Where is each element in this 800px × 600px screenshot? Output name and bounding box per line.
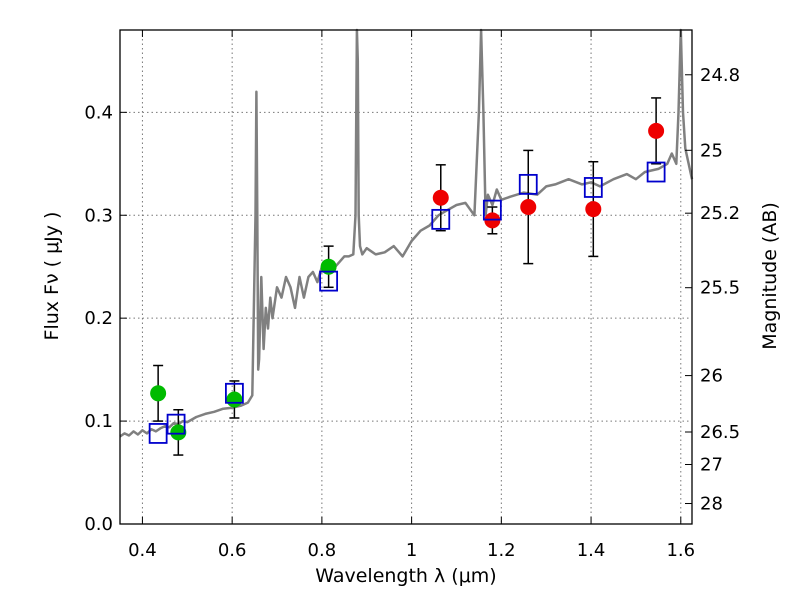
y-right-tick-label: 25.2 xyxy=(700,203,740,224)
nir-point xyxy=(585,201,602,218)
x-tick-label: 0.4 xyxy=(128,540,157,561)
y-tick-label: 0.2 xyxy=(84,308,113,329)
y-tick-label: 0.4 xyxy=(84,102,113,123)
x-tick-label: 1 xyxy=(406,540,417,561)
y-axis-title: Flux Fν ( μJy ) xyxy=(41,212,63,341)
model-square xyxy=(646,161,666,183)
optical-point xyxy=(150,385,167,402)
optical-point xyxy=(170,424,187,441)
y-right-tick-label: 24.8 xyxy=(700,65,740,86)
axes-box xyxy=(119,29,693,525)
x-tick-label: 0.8 xyxy=(308,540,337,561)
points-layer xyxy=(150,122,665,441)
model-square xyxy=(583,177,603,198)
y-tick-label: 0.3 xyxy=(84,205,113,226)
y-right-tick-label: 25.5 xyxy=(700,278,740,299)
y-right-tick-label: 26.5 xyxy=(700,422,740,443)
ticks-layer: 0.4 0.6 0.8 1 1.2 1.4 1.6 0.0 0.1 0.2 0.3 0.4 28 27 26… xyxy=(84,30,740,561)
model-square xyxy=(224,382,244,404)
spectrum-line xyxy=(119,28,694,438)
y-tick-label: 0.1 xyxy=(84,411,113,432)
x-tick-label: 1.6 xyxy=(666,540,695,561)
x-tick-label: 1.2 xyxy=(487,540,516,561)
x-axis-title: Wavelength λ (μm) xyxy=(315,565,496,587)
y-tick-label: 0.0 xyxy=(84,514,113,535)
nir-point xyxy=(648,122,665,139)
y-right-tick-label: 25 xyxy=(700,140,723,161)
x-tick-label: 0.6 xyxy=(218,540,247,561)
model-square xyxy=(482,199,502,221)
spectrum-layer xyxy=(119,28,694,438)
y-right-tick-label: 27 xyxy=(700,455,723,476)
nir-point xyxy=(432,189,449,206)
squares-layer xyxy=(148,161,666,444)
grid xyxy=(120,30,692,525)
model-square xyxy=(431,208,451,230)
optical-point xyxy=(320,258,337,275)
nir-point xyxy=(520,199,537,216)
x-tick-label: 1.4 xyxy=(577,540,606,561)
model-square xyxy=(148,423,168,444)
optical-point xyxy=(226,391,243,408)
model-square xyxy=(518,173,538,195)
model-square xyxy=(319,270,339,292)
model-square xyxy=(166,413,186,435)
y-right-tick-label: 28 xyxy=(700,494,723,515)
y-axis-title-right: Magnitude (AB) xyxy=(759,202,781,350)
y-right-tick-label: 26 xyxy=(700,366,723,387)
plot-frame xyxy=(119,29,693,525)
